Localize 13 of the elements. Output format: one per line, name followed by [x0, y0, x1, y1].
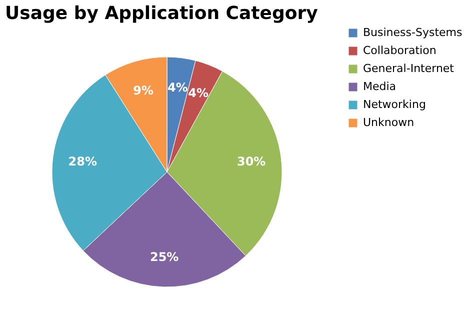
data-label: 25%	[150, 250, 179, 264]
data-label: 9%	[133, 83, 154, 98]
legend-label: Networking	[363, 98, 426, 111]
legend-label: General-Internet	[363, 62, 455, 75]
legend-label: Business-Systems	[363, 26, 462, 39]
legend-label: Unknown	[363, 116, 414, 129]
data-label: 4%	[188, 86, 208, 100]
legend-label: Media	[363, 80, 396, 93]
data-label: 4%	[167, 80, 188, 95]
data-label: 30%	[236, 154, 266, 168]
chart-title: Usage by Application Category	[5, 3, 318, 24]
legend-label: Collaboration	[363, 44, 436, 57]
data-label: 28%	[68, 154, 98, 168]
